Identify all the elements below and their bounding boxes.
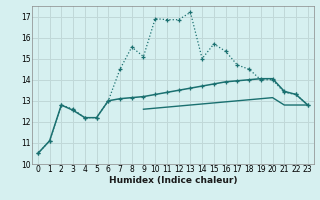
X-axis label: Humidex (Indice chaleur): Humidex (Indice chaleur) [108, 176, 237, 185]
